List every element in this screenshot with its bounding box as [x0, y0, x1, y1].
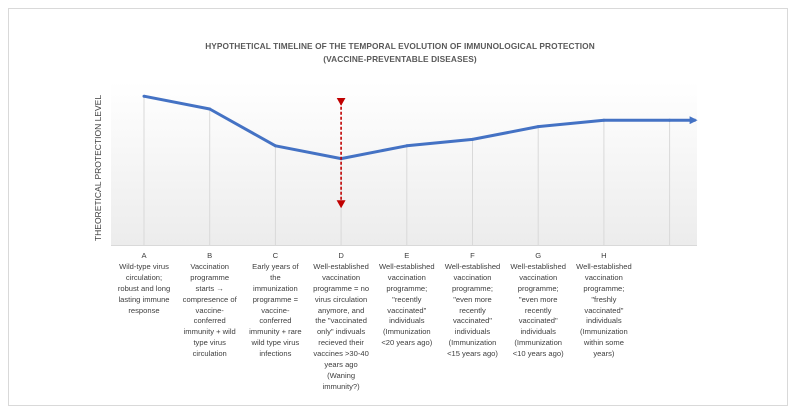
category-description-line: Well-established — [576, 261, 632, 271]
category-description-line: vaccination — [322, 272, 361, 282]
category-description-line: "recently — [392, 294, 422, 304]
category-description-line: programme; — [386, 283, 428, 293]
category-description-line: anymore, and — [317, 305, 365, 315]
data-point-A — [142, 94, 146, 98]
category-description-line: response — [128, 305, 160, 315]
category-label-a: A Wild-type virus circulation; robust and l… — [107, 251, 181, 316]
y-axis-label: THEORETICAL PROTECTION LEVEL — [93, 94, 103, 242]
category-description-line: vaccination — [584, 272, 623, 282]
category-description-line: programme; — [452, 283, 493, 293]
category-description-line: the — [270, 272, 281, 282]
tick-label: F — [470, 251, 475, 260]
category-description-line: Wild-type virus — [119, 261, 169, 271]
category-label-g: G Well-established vaccination programme; "e… — [501, 251, 575, 360]
category-description-line: robust and long — [117, 283, 171, 293]
chart-title: HYPOTHETICAL TIMELINE OF THE TEMPORAL EV… — [0, 40, 800, 66]
category-description-line: circulation; — [125, 272, 163, 282]
category-description-line: immunity?) — [322, 381, 360, 391]
category-description-line: type virus — [193, 338, 226, 348]
category-description-line: wild type virus — [251, 338, 300, 348]
category-description-line: the "vaccinated — [315, 316, 367, 326]
data-point-E — [405, 144, 409, 148]
category-label-h: H Well-established vaccination programme; "f… — [567, 251, 641, 360]
tick-label: D — [338, 251, 344, 260]
category-description-line: "even more — [453, 294, 492, 304]
category-description-line: programme = — [252, 294, 299, 304]
category-description-line: recently — [524, 305, 552, 315]
category-label-f: F Well-established vaccination programme; "e… — [436, 251, 510, 360]
category-description-line: Well-established — [444, 261, 501, 271]
category-description-line: vaccinated" — [387, 305, 427, 315]
category-description-line: (Immunization — [580, 327, 628, 337]
category-description-line: programme = no — [313, 283, 370, 293]
category-description-line: individuals — [454, 327, 491, 337]
category-description-line: vaccination — [453, 272, 492, 282]
category-description-line: programme; — [517, 283, 559, 293]
category-description-line: vaccinated" — [518, 316, 558, 326]
category-description-line: recieved their — [318, 338, 364, 348]
category-description-line: "even more — [518, 294, 558, 304]
category-description-line: lasting immune — [118, 294, 170, 304]
tick-label: B — [207, 251, 213, 260]
data-point-B — [208, 107, 212, 111]
category-description-line: <10 years ago) — [512, 349, 564, 359]
category-description-line: "freshly — [591, 294, 617, 304]
category-description-line: programme — [190, 272, 230, 282]
category-label-c: C Early years of the immunization programme … — [238, 251, 312, 360]
category-description-line: (Immunization — [382, 327, 431, 337]
category-description-line: (Waning — [327, 370, 356, 380]
category-label-d: D Well-established vaccination programme = … — [304, 251, 378, 393]
category-description-line: individuals — [520, 327, 556, 337]
category-description-line: circulation — [192, 349, 227, 359]
category-description-line: immunization — [253, 283, 298, 293]
tick-label: A — [141, 251, 147, 260]
category-description-line: (Immunization — [448, 338, 497, 348]
category-description-line: infections — [259, 349, 292, 359]
data-point-F — [471, 137, 474, 141]
chart-title-line2: (VACCINE-PREVENTABLE DISEASES) — [323, 54, 477, 64]
category-description-line: only" indivuals — [316, 327, 366, 337]
category-description-line: programme; — [583, 283, 625, 293]
tick-label: G — [535, 251, 542, 260]
category-description-line: vaccine- — [261, 305, 290, 315]
category-description-line: conferred — [259, 316, 292, 326]
category-description-line: virus circulation — [314, 294, 368, 304]
category-description-line: years) — [593, 349, 615, 359]
category-description-line: immunity + rare — [249, 327, 302, 337]
category-description-line: Vaccination — [190, 261, 230, 271]
category-description-line: individuals — [586, 316, 622, 326]
data-point-G — [536, 125, 540, 129]
category-description-line: Early years of — [252, 261, 299, 271]
category-description-line: vaccination — [519, 272, 558, 282]
category-description-line: years ago — [324, 360, 358, 370]
data-point-C — [273, 144, 277, 148]
category-description-line: immunity + wild — [183, 327, 236, 337]
category-description-line: vaccines >30-40 — [313, 349, 369, 359]
category-description-line: <15 years ago) — [447, 349, 498, 359]
category-description-line: vaccinated" — [453, 316, 492, 326]
category-label-b: B Vaccination programme starts → compresence… — [173, 251, 247, 360]
category-description-line: conferred — [193, 316, 226, 326]
category-description-line: within some — [583, 338, 624, 348]
chart-title-line1: HYPOTHETICAL TIMELINE OF THE TEMPORAL EV… — [205, 41, 595, 51]
category-description-line: Well-established — [313, 261, 369, 271]
category-description-line: vaccinated" — [584, 305, 624, 315]
category-description-line: vaccine- — [195, 305, 224, 315]
tick-label: E — [404, 251, 410, 260]
category-description-line: compresence of — [182, 294, 237, 304]
tick-label: C — [272, 251, 279, 260]
category-description-line: starts → — [195, 283, 224, 293]
category-description-line: (Immunization — [514, 338, 563, 348]
category-description-line: individuals — [389, 316, 425, 326]
category-label-e: E Well-established vaccination programme; "r… — [370, 251, 444, 349]
category-description-line: vaccination — [387, 272, 426, 282]
category-description-line: Well-established — [510, 261, 566, 271]
tick-label: H — [601, 251, 607, 260]
category-description-line: recently — [459, 305, 486, 315]
data-point-H — [602, 118, 606, 122]
category-description-line: Well-established — [379, 261, 435, 271]
category-description-line: <20 years ago) — [381, 338, 433, 348]
